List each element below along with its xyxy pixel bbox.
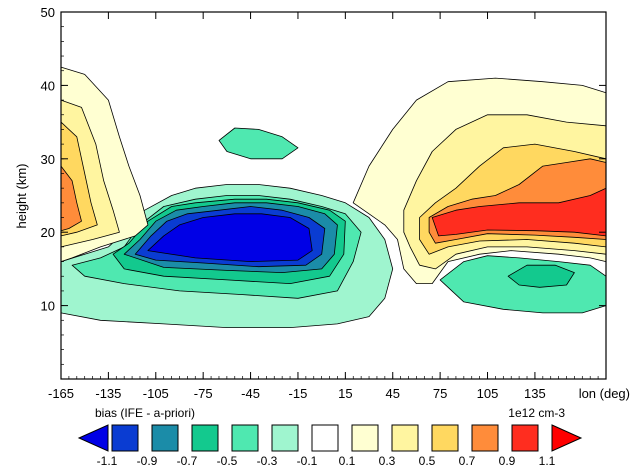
colorbar-swatch [351, 424, 379, 452]
y-axis-label: height (km) [14, 163, 29, 228]
y-tick-label: 40 [41, 78, 55, 93]
colorbar-level-label: -0.7 [177, 454, 198, 468]
x-axis-ticks: -165 -135 -105 -75 -45 -15 15 45 75 105 135 [48, 12, 607, 401]
colorbar-title: bias (IFE - a-priori) [95, 406, 195, 420]
colorbar-level-label: -1.1 [97, 454, 118, 468]
x-tick-label: -105 [143, 386, 169, 401]
colorbar-swatch [231, 424, 259, 452]
x-tick-label: 135 [524, 386, 546, 401]
colorbar-level-label: 0.5 [419, 454, 436, 468]
y-tick-label: 30 [41, 152, 55, 167]
colorbar-level-label: 1.1 [539, 454, 556, 468]
contour-fills [60, 66, 607, 328]
colorbar-swatch [431, 424, 459, 452]
colorbar-level-label: -0.3 [257, 454, 278, 468]
colorbar-swatch [191, 424, 219, 452]
plot-frame [60, 11, 607, 380]
colorbar-swatch [511, 424, 539, 452]
colorbar-level-label: -0.5 [217, 454, 238, 468]
colorbar-max-triangle [551, 424, 583, 452]
y-axis-ticks: 10 20 30 40 50 [41, 5, 606, 380]
y-tick-label: 50 [41, 5, 55, 20]
x-tick-label: 105 [477, 386, 499, 401]
x-tick-label: -45 [241, 386, 260, 401]
x-tick-label: -75 [194, 386, 213, 401]
colorbar-swatch [471, 424, 499, 452]
colorbar-level-label: 0.9 [499, 454, 516, 468]
colorbar-swatch [151, 424, 179, 452]
colorbar-swatch [311, 424, 339, 452]
x-tick-label: 15 [338, 386, 352, 401]
colorbar-swatch [111, 424, 139, 452]
x-tick-label: -165 [48, 386, 74, 401]
x-tick-label: -135 [95, 386, 121, 401]
colorbar-swatch [271, 424, 299, 452]
x-tick-label: 45 [386, 386, 400, 401]
colorbar-level-label: 0.7 [459, 454, 476, 468]
y-tick-label: 10 [41, 299, 55, 314]
colorbar-units: 1e12 cm-3 [508, 406, 565, 420]
x-tick-label: -15 [289, 386, 308, 401]
y-tick-label: 20 [41, 225, 55, 240]
x-axis-label: lon (deg) [579, 386, 630, 401]
colorbar-min-triangle [77, 424, 109, 452]
contour-band [147, 213, 313, 262]
contour-band [507, 264, 575, 288]
colorbar: -1.1 -0.9 -0.7 -0.5 -0.3 -0.1 0.1 0.3 0.5 0.7 0.9 1… [77, 424, 583, 468]
colorbar-level-label: -0.1 [297, 454, 318, 468]
x-tick-label: 75 [433, 386, 447, 401]
colorbar-level-label: -0.9 [137, 454, 158, 468]
colorbar-level-label: 0.1 [339, 454, 356, 468]
colorbar-swatch [391, 424, 419, 452]
contour-band [218, 127, 299, 160]
colorbar-level-label: 0.3 [379, 454, 396, 468]
